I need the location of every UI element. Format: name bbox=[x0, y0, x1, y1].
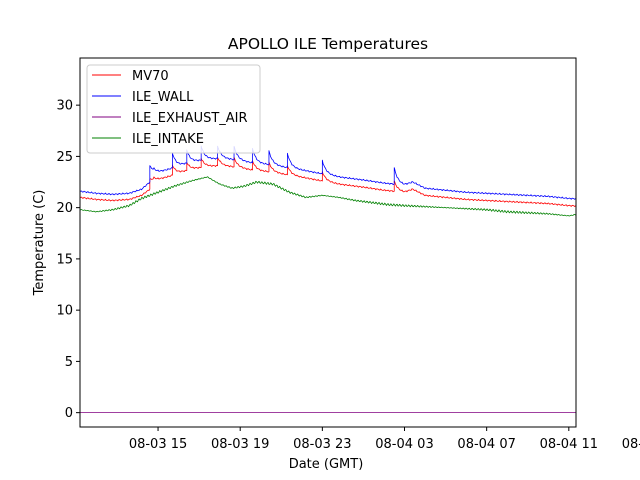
x-tick-label: 08-04 03 bbox=[375, 437, 433, 452]
x-tick-label: 08-04 15 bbox=[622, 437, 640, 452]
legend-label: ILE_WALL bbox=[132, 90, 194, 105]
chart-title: APOLLO ILE Temperatures bbox=[228, 35, 428, 53]
y-axis-label: Temperature (C) bbox=[32, 190, 47, 297]
y-tick-label: 0 bbox=[65, 406, 73, 421]
legend-label: ILE_EXHAUST_AIR bbox=[132, 111, 248, 126]
x-tick-label: 08-03 15 bbox=[129, 437, 187, 452]
x-axis-label: Date (GMT) bbox=[289, 457, 364, 472]
x-tick-label: 08-04 11 bbox=[540, 437, 598, 452]
y-tick-label: 5 bbox=[65, 355, 73, 370]
y-tick-label: 30 bbox=[56, 99, 73, 114]
y-tick-label: 15 bbox=[56, 252, 73, 267]
y-axis: 0 5 10 15 20 25 30 bbox=[56, 99, 80, 421]
legend-box bbox=[86, 64, 261, 154]
x-tick-label: 08-03 23 bbox=[293, 437, 351, 452]
series-line-ile-intake bbox=[80, 176, 576, 217]
x-tick-label: 08-04 07 bbox=[457, 437, 515, 452]
legend: MV70 ILE_WALL ILE_EXHAUST_AIR ILE_INTAKE bbox=[86, 64, 261, 154]
y-tick-label: 25 bbox=[56, 150, 73, 165]
legend-label: MV70 bbox=[132, 69, 169, 84]
plot-frame bbox=[79, 57, 577, 428]
x-axis: 08-03 15 08-03 19 08-03 23 08-04 03 08-04 07… bbox=[129, 427, 640, 452]
x-tick-label: 08-03 19 bbox=[211, 437, 269, 452]
series-line-mv70 bbox=[80, 157, 576, 207]
legend-label: ILE_INTAKE bbox=[132, 132, 204, 147]
y-tick-label: 20 bbox=[56, 201, 73, 216]
y-tick-label: 10 bbox=[56, 304, 73, 319]
